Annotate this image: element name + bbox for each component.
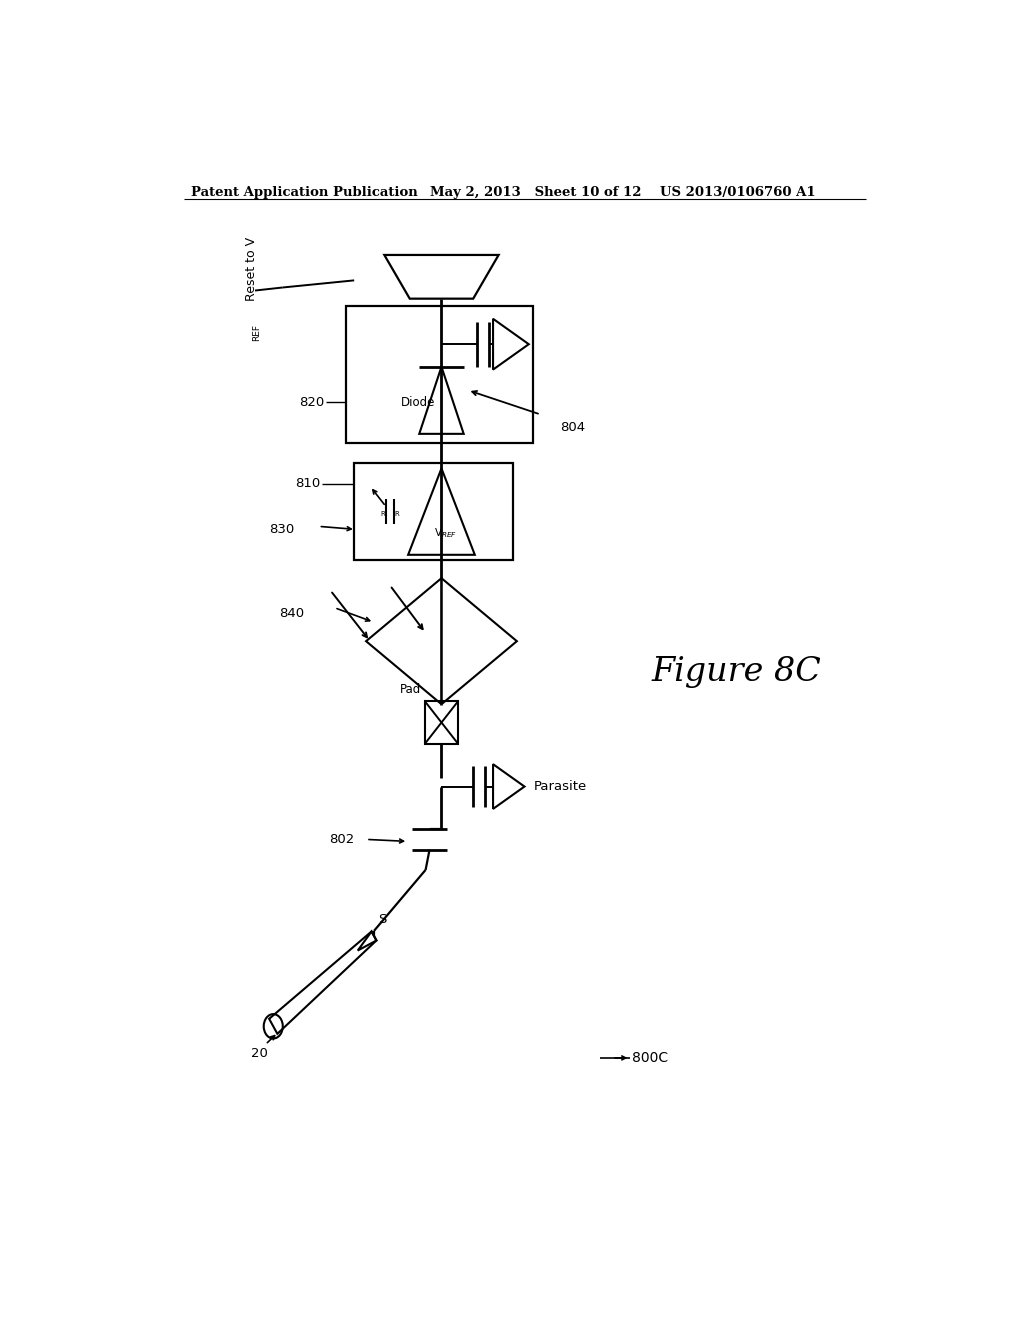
Text: 810: 810: [295, 477, 321, 490]
Bar: [354, 463, 513, 560]
Text: REF: REF: [252, 325, 261, 342]
Text: Diode: Diode: [400, 396, 435, 409]
Bar: [346, 306, 532, 444]
Text: May 2, 2013   Sheet 10 of 12: May 2, 2013 Sheet 10 of 12: [430, 186, 641, 199]
Text: Reset to V: Reset to V: [245, 236, 257, 301]
Text: R: R: [380, 511, 385, 516]
Text: 830: 830: [269, 523, 295, 536]
Text: 800C: 800C: [632, 1051, 668, 1065]
Text: US 2013/0106760 A1: US 2013/0106760 A1: [659, 186, 815, 199]
Text: 20: 20: [251, 1047, 267, 1060]
Text: R: R: [394, 511, 399, 516]
Text: Pad: Pad: [399, 682, 421, 696]
Text: Patent Application Publication: Patent Application Publication: [191, 186, 418, 199]
Text: 840: 840: [280, 607, 304, 620]
Text: V$_{REF}$: V$_{REF}$: [434, 525, 457, 540]
Text: 802: 802: [329, 833, 354, 846]
Text: Parasite: Parasite: [534, 780, 587, 793]
Text: 820: 820: [300, 396, 325, 409]
Bar: [425, 701, 458, 744]
Text: S: S: [378, 912, 386, 925]
Text: 804: 804: [560, 421, 586, 434]
Text: Figure 8C: Figure 8C: [652, 656, 821, 688]
